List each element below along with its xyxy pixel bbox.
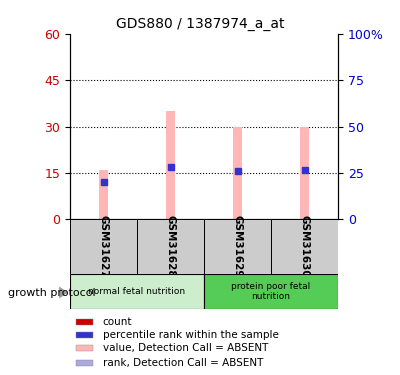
Text: protein poor fetal
nutrition: protein poor fetal nutrition xyxy=(231,282,311,301)
Polygon shape xyxy=(59,286,68,298)
Bar xyxy=(234,127,242,219)
Bar xyxy=(76,360,94,366)
Bar xyxy=(204,274,338,309)
Bar xyxy=(76,319,94,325)
Text: count: count xyxy=(103,317,132,327)
Bar xyxy=(70,274,204,309)
Text: value, Detection Call = ABSENT: value, Detection Call = ABSENT xyxy=(103,344,268,354)
Text: GDS880 / 1387974_a_at: GDS880 / 1387974_a_at xyxy=(116,17,284,31)
Text: GSM31628: GSM31628 xyxy=(166,215,176,278)
Text: GSM31629: GSM31629 xyxy=(232,215,242,278)
Text: normal fetal nutrition: normal fetal nutrition xyxy=(88,287,186,296)
Bar xyxy=(70,219,137,274)
Text: percentile rank within the sample: percentile rank within the sample xyxy=(103,330,279,340)
Bar xyxy=(271,219,338,274)
Text: rank, Detection Call = ABSENT: rank, Detection Call = ABSENT xyxy=(103,358,263,368)
Text: GSM31627: GSM31627 xyxy=(98,215,108,278)
Bar xyxy=(100,170,108,219)
Bar xyxy=(166,111,174,219)
Bar xyxy=(76,332,94,338)
Bar xyxy=(76,345,94,351)
Bar xyxy=(137,219,204,274)
Text: growth protocol: growth protocol xyxy=(8,288,96,298)
Bar xyxy=(300,127,308,219)
Text: GSM31630: GSM31630 xyxy=(300,215,310,278)
Bar xyxy=(204,219,271,274)
